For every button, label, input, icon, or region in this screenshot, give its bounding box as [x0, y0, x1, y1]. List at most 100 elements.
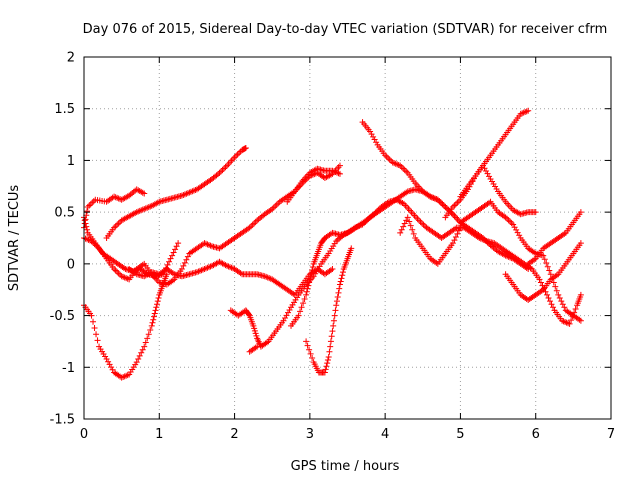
data-point — [112, 223, 119, 230]
data-point — [151, 310, 158, 317]
series-sat-f — [126, 258, 336, 298]
data-point — [326, 348, 333, 355]
series-sat-h — [288, 186, 584, 329]
data-point — [544, 263, 551, 270]
data-point — [525, 107, 532, 114]
data-point — [561, 304, 568, 311]
data-point — [114, 221, 121, 228]
data-point — [397, 229, 404, 236]
data-point — [106, 361, 113, 368]
data-point — [144, 335, 151, 342]
data-point — [94, 337, 101, 344]
data-point — [115, 220, 122, 227]
x-tick-label: 5 — [456, 427, 464, 442]
data-point — [222, 164, 229, 171]
data-point — [236, 149, 243, 156]
series-sat-a — [81, 186, 148, 231]
data-point — [184, 253, 191, 260]
data-point — [333, 298, 340, 305]
data-point — [330, 317, 337, 324]
data-point — [307, 350, 314, 357]
data-point — [89, 199, 96, 206]
data-point — [511, 224, 518, 231]
data-point — [307, 273, 314, 280]
data-point — [178, 266, 185, 273]
data-point — [577, 240, 584, 247]
data-point — [112, 267, 119, 274]
x-tick-label: 6 — [532, 427, 540, 442]
data-point — [449, 240, 456, 247]
data-point — [322, 366, 329, 373]
data-point — [544, 291, 551, 298]
data-point — [513, 226, 520, 233]
data-point — [483, 167, 490, 174]
data-point — [301, 296, 308, 303]
data-point — [410, 230, 417, 237]
data-point — [297, 308, 304, 315]
data-point — [272, 203, 279, 210]
series-sat-o — [525, 209, 584, 267]
data-point — [577, 291, 584, 298]
data-point — [324, 360, 331, 367]
data-point — [283, 312, 290, 319]
data-point — [400, 223, 407, 230]
y-tick-label: -0.5 — [50, 309, 75, 324]
data-point — [329, 328, 336, 335]
data-point — [306, 276, 313, 283]
data-point — [577, 317, 584, 324]
series-sat-q — [397, 214, 464, 267]
data-point — [180, 262, 187, 269]
x-tick-label: 1 — [155, 427, 163, 442]
data-point — [373, 139, 380, 146]
data-point — [306, 279, 313, 286]
data-point — [145, 331, 152, 338]
series-sat-j — [246, 343, 261, 355]
data-point — [336, 162, 343, 169]
data-point — [141, 343, 148, 350]
data-point — [251, 220, 258, 227]
y-tick-label: 0 — [67, 257, 75, 272]
data-point — [568, 317, 575, 324]
data-point — [440, 202, 447, 209]
data-point — [335, 289, 342, 296]
data-point — [141, 190, 148, 197]
data-point — [508, 220, 515, 227]
data-point — [105, 358, 112, 365]
data-point — [403, 168, 410, 175]
data-point — [398, 226, 405, 233]
data-point — [443, 205, 450, 212]
data-point — [420, 221, 427, 228]
data-point — [437, 199, 444, 206]
data-point — [514, 229, 521, 236]
data-point — [84, 226, 91, 233]
data-point — [133, 359, 140, 366]
data-point — [252, 218, 259, 225]
x-tick-label: 3 — [306, 427, 314, 442]
data-point — [484, 170, 491, 177]
data-point — [330, 322, 337, 329]
data-point — [325, 353, 332, 360]
data-point — [163, 271, 170, 278]
grid — [84, 57, 611, 419]
series-sat-p — [502, 240, 584, 304]
data-point — [385, 155, 392, 162]
data-point — [547, 298, 554, 305]
data-point — [167, 255, 174, 262]
data-point — [221, 165, 228, 172]
data-point — [336, 281, 343, 288]
data-point — [327, 343, 334, 350]
data-point — [486, 173, 493, 180]
data-point — [553, 287, 560, 294]
data-point — [91, 324, 98, 331]
data-point — [334, 293, 341, 300]
plot-frame — [83, 56, 612, 420]
data-point — [153, 304, 160, 311]
data-point — [336, 285, 343, 292]
data-point — [148, 322, 155, 329]
data-point — [552, 283, 559, 290]
data-point — [507, 218, 514, 225]
data-point — [332, 307, 339, 314]
data-point — [303, 291, 310, 298]
data-point — [556, 294, 563, 301]
data-point — [282, 315, 289, 322]
